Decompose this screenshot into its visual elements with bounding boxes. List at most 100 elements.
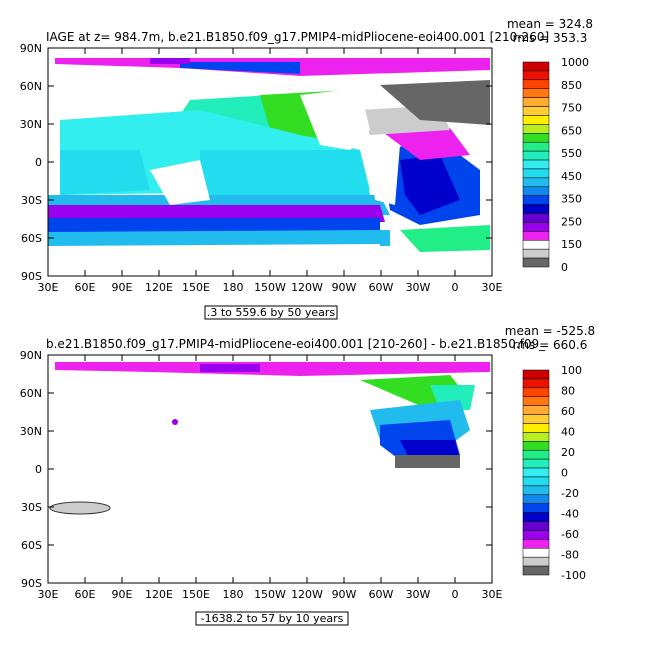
colorbar-label: 100 xyxy=(561,364,582,377)
x-tick-label: 30W xyxy=(406,588,431,601)
colorbar-label: 1000 xyxy=(561,56,589,69)
bottom-range-label: -1638.2 to 57 by 10 years xyxy=(201,612,344,625)
y-tick-label: 30N xyxy=(20,118,42,131)
x-tick-label: 30E xyxy=(482,588,503,601)
x-tick-label: 30E xyxy=(482,281,503,294)
x-tick-label: 120E xyxy=(145,281,173,294)
colorbar-swatch xyxy=(522,512,550,522)
x-tick-label: 90E xyxy=(112,281,133,294)
colorbar-label: 20 xyxy=(561,446,575,459)
x-tick-label: 120W xyxy=(291,281,323,294)
colorbar-label: -60 xyxy=(561,528,579,541)
y-tick-label: 0 xyxy=(35,156,42,169)
colorbar-swatch xyxy=(522,556,550,567)
colorbar-swatch xyxy=(522,177,550,188)
colorbar-label: -80 xyxy=(561,549,579,562)
colorbar-swatch xyxy=(522,240,550,250)
y-tick-label: 60S xyxy=(21,232,42,245)
y-tick-label: 60N xyxy=(20,80,42,93)
colorbar-swatch xyxy=(522,150,550,161)
x-tick-label: 180 xyxy=(223,588,244,601)
colorbar-label: 250 xyxy=(561,215,582,228)
bottom-map-fill xyxy=(48,355,492,583)
colorbar-swatch xyxy=(522,106,550,116)
x-tick-label: 150W xyxy=(254,588,286,601)
colorbar-swatch xyxy=(522,141,550,152)
top-y-axis: 90N 60N 30N 0 30S 60S 90S xyxy=(20,42,492,283)
colorbar-swatch xyxy=(522,124,550,134)
x-tick-label: 120W xyxy=(291,588,323,601)
x-tick-label: 150E xyxy=(182,281,210,294)
colorbar-swatch xyxy=(522,565,550,576)
colorbar-swatch xyxy=(522,204,550,214)
colorbar-swatch xyxy=(522,548,550,558)
top-mean-stat: mean = 324.8 xyxy=(507,17,593,31)
colorbar-label: 40 xyxy=(561,426,575,439)
colorbar-swatch xyxy=(522,414,550,424)
top-colorbar: 1000 850 750 650 550 450 350 250 150 0 xyxy=(522,56,589,274)
colorbar-swatch xyxy=(522,423,550,433)
x-tick-label: 120E xyxy=(145,588,173,601)
y-tick-label: 30N xyxy=(20,425,42,438)
colorbar-swatch xyxy=(522,79,550,89)
colorbar-label: 650 xyxy=(561,124,582,137)
x-tick-label: 0 xyxy=(452,588,459,601)
colorbar-swatch xyxy=(522,449,550,460)
colorbar-swatch xyxy=(522,405,550,415)
x-tick-label: 180 xyxy=(223,281,244,294)
colorbar-swatch xyxy=(522,503,550,513)
top-range-label: .3 to 559.6 by 50 years xyxy=(207,306,336,319)
colorbar-label: 750 xyxy=(561,102,582,115)
x-tick-label: 30E xyxy=(38,588,59,601)
x-tick-label: 90W xyxy=(332,588,357,601)
x-tick-label: 150E xyxy=(182,588,210,601)
colorbar-swatch xyxy=(522,213,550,223)
colorbar-swatch xyxy=(522,257,550,268)
y-tick-label: 30S xyxy=(21,501,42,514)
colorbar-label: 80 xyxy=(561,385,575,398)
bottom-title: b.e21.B1850.f09_g17.PMIP4-midPliocene-eo… xyxy=(46,337,546,351)
x-tick-label: 90E xyxy=(112,588,133,601)
colorbar-swatch xyxy=(522,97,550,107)
bottom-panel: b.e21.B1850.f09_g17.PMIP4-midPliocene-eo… xyxy=(20,324,595,626)
x-tick-label: 30W xyxy=(406,281,431,294)
colorbar-swatch xyxy=(522,159,550,170)
colorbar-swatch xyxy=(522,539,550,549)
colorbar-label: 0 xyxy=(561,467,568,480)
colorbar-label: 350 xyxy=(561,193,582,206)
colorbar-label: 450 xyxy=(561,170,582,183)
bottom-range-box: -1638.2 to 57 by 10 years xyxy=(195,611,349,626)
colorbar-swatch xyxy=(522,485,550,496)
bottom-colorbar: 100 80 60 40 20 0 -20 -40 -60 -80 -100 xyxy=(522,364,586,582)
x-tick-label: 60E xyxy=(75,588,96,601)
y-tick-label: 90N xyxy=(20,349,42,362)
colorbar-label: 60 xyxy=(561,405,575,418)
colorbar-swatch xyxy=(522,521,550,531)
colorbar-swatch xyxy=(522,530,550,540)
colorbar-swatch xyxy=(522,133,550,143)
colorbar-swatch xyxy=(522,467,550,478)
colorbar-swatch xyxy=(522,369,550,380)
colorbar-swatch xyxy=(522,458,550,469)
colorbar-swatch xyxy=(522,61,550,72)
x-tick-label: 90W xyxy=(332,281,357,294)
colorbar-label: 0 xyxy=(561,261,568,274)
x-tick-label: 60W xyxy=(369,588,394,601)
colorbar-label: -20 xyxy=(561,487,579,500)
colorbar-label: 150 xyxy=(561,238,582,251)
x-tick-label: 30E xyxy=(38,281,59,294)
x-tick-label: 60E xyxy=(75,281,96,294)
colorbar-swatch xyxy=(522,396,550,406)
colorbar-label: -40 xyxy=(561,508,579,521)
x-tick-label: 0 xyxy=(452,281,459,294)
colorbar-swatch xyxy=(522,168,550,179)
y-tick-label: 0 xyxy=(35,463,42,476)
top-panel: IAGE at z= 984.7m, b.e21.B1850.f09_g17.P… xyxy=(20,17,593,320)
colorbar-label: 850 xyxy=(561,79,582,92)
colorbar-swatch xyxy=(522,476,550,487)
bottom-mean-stat: mean = -525.8 xyxy=(505,324,595,338)
colorbar-swatch xyxy=(522,248,550,259)
colorbar-swatch xyxy=(522,222,550,232)
top-range-box: .3 to 559.6 by 50 years xyxy=(204,305,338,320)
y-tick-label: 90N xyxy=(20,42,42,55)
